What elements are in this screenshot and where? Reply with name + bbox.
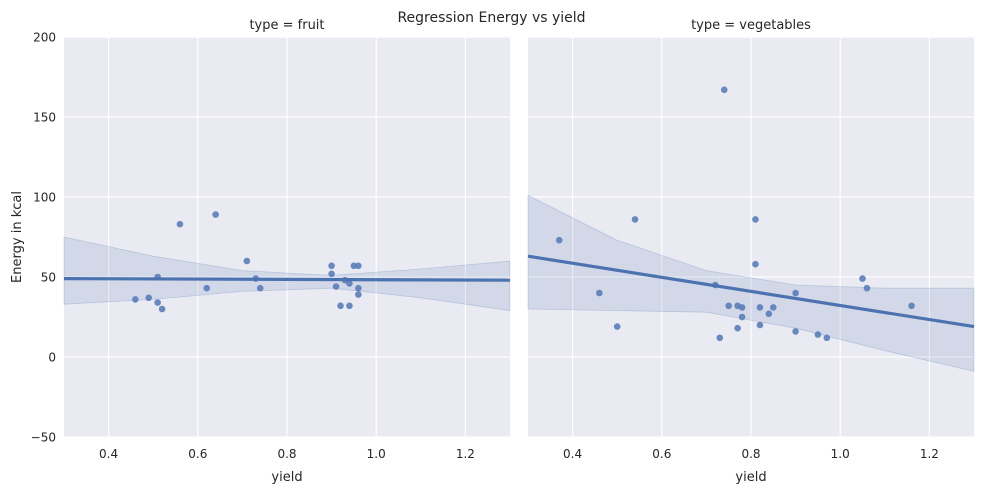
data-point bbox=[346, 280, 353, 287]
data-point bbox=[823, 334, 831, 342]
x-tick-label: 0.4 bbox=[563, 447, 582, 461]
data-point bbox=[212, 211, 219, 218]
data-point bbox=[328, 270, 335, 278]
data-point bbox=[792, 328, 799, 335]
data-point bbox=[738, 304, 746, 311]
data-point bbox=[908, 302, 915, 310]
x-axis-label: yield bbox=[735, 470, 766, 485]
x-tick-label: 0.8 bbox=[741, 447, 760, 461]
data-point bbox=[555, 236, 563, 244]
data-point bbox=[792, 289, 799, 297]
facet-panel-2: 0.4 0.6 0.8 1.0 1.2 type = vegetables yield bbox=[527, 18, 975, 485]
data-point bbox=[613, 323, 621, 330]
x-tick-label: 0.4 bbox=[99, 447, 118, 461]
y-axis-label: Energy in kcal bbox=[10, 191, 25, 283]
x-tick-label: 0.6 bbox=[188, 447, 207, 461]
data-point bbox=[132, 296, 139, 303]
data-point bbox=[756, 321, 764, 329]
data-point bbox=[738, 313, 746, 321]
data-point bbox=[716, 334, 724, 342]
data-point bbox=[596, 289, 603, 297]
data-point bbox=[631, 216, 639, 223]
y-tick-label: 100 bbox=[33, 191, 56, 205]
data-point bbox=[720, 86, 728, 94]
data-point bbox=[328, 262, 335, 270]
y-tick-label: −50 bbox=[31, 431, 56, 445]
data-point bbox=[770, 304, 777, 311]
regression-line bbox=[527, 254, 975, 329]
data-point bbox=[863, 284, 871, 292]
x-tick-label: 0.6 bbox=[652, 447, 671, 461]
x-axis-label: yield bbox=[271, 470, 302, 485]
data-point bbox=[332, 283, 340, 290]
data-point bbox=[752, 260, 759, 268]
data-point bbox=[734, 324, 741, 332]
x-tick-label: 0.8 bbox=[277, 447, 296, 461]
data-point bbox=[355, 284, 362, 292]
data-point bbox=[154, 299, 161, 306]
y-tick-label: 50 bbox=[41, 271, 56, 285]
data-point bbox=[203, 284, 211, 292]
facet-panel-1: −50 0 50 100 150 200 0.4 0.6 0.8 1.0 1.2 type = fru… bbox=[10, 18, 511, 485]
figure-suptitle: Regression Energy vs yield bbox=[397, 10, 585, 26]
confidence-band bbox=[63, 236, 511, 312]
facet-title: type = vegetables bbox=[691, 18, 811, 33]
x-tick-label: 1.2 bbox=[920, 447, 939, 461]
data-point bbox=[256, 284, 264, 292]
x-tick-label: 1.0 bbox=[831, 447, 850, 461]
data-point bbox=[337, 302, 344, 310]
data-point bbox=[355, 262, 362, 270]
data-point bbox=[145, 294, 153, 302]
data-point bbox=[752, 216, 759, 223]
x-tick-label: 1.0 bbox=[367, 447, 386, 461]
data-point bbox=[859, 275, 866, 282]
regression-line bbox=[63, 277, 511, 282]
facet-title: type = fruit bbox=[249, 18, 324, 33]
data-point bbox=[814, 331, 822, 338]
data-point bbox=[355, 291, 362, 298]
y-tick-label: 200 bbox=[33, 31, 56, 45]
data-point bbox=[765, 310, 773, 318]
data-point bbox=[176, 220, 184, 228]
data-point bbox=[346, 302, 353, 310]
data-point bbox=[756, 304, 764, 311]
y-tick-label: 0 bbox=[48, 351, 56, 365]
x-tick-label: 1.2 bbox=[456, 447, 475, 461]
data-point bbox=[725, 302, 732, 310]
y-tick-label: 150 bbox=[33, 111, 56, 125]
confidence-band bbox=[527, 194, 975, 372]
data-point bbox=[243, 257, 251, 265]
data-point bbox=[158, 305, 166, 313]
